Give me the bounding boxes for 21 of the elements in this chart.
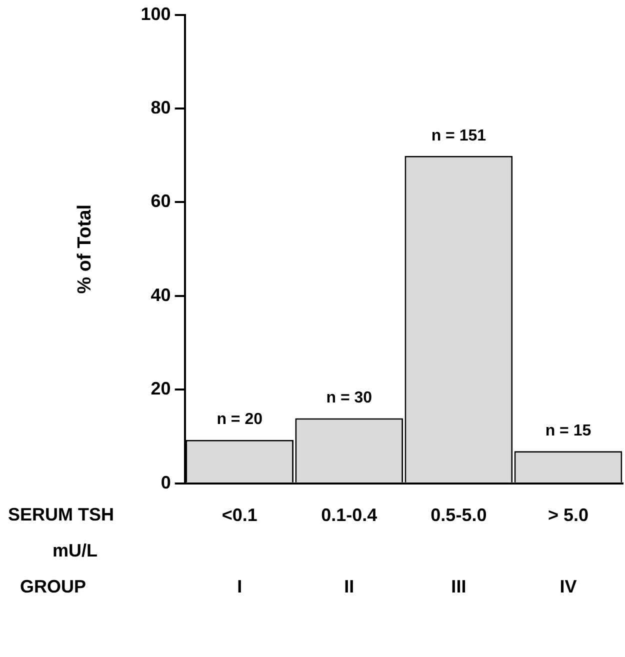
text: IV (560, 576, 577, 596)
text: I (237, 576, 242, 596)
y-axis-title: % of Total (74, 204, 96, 294)
y-tick-label: 40 (150, 284, 171, 305)
annotation: n = 151 (431, 127, 486, 144)
x-tick-label: 0.5-5.0 (430, 505, 487, 526)
y-tick-label: 80 (150, 97, 171, 118)
annotation: n = 15 (545, 422, 592, 440)
text: III (451, 576, 466, 596)
annotation: n = 30 (326, 390, 372, 407)
y-tick-label: 100 (140, 4, 171, 24)
y-tick-label: 60 (150, 191, 171, 212)
text: GROUP (20, 576, 86, 596)
x-tick-label: <0.1 (222, 505, 258, 526)
annotation: n = 20 (216, 411, 263, 428)
x-tick-label: > 5.0 (548, 505, 588, 526)
x-tick-label: 0.1-0.4 (321, 505, 378, 526)
text: II (344, 576, 354, 596)
y-tick-label: 20 (150, 378, 171, 399)
y-tick-label: 0 (160, 472, 171, 492)
x-axis-title: SERUM TSH mU/L (8, 504, 114, 560)
